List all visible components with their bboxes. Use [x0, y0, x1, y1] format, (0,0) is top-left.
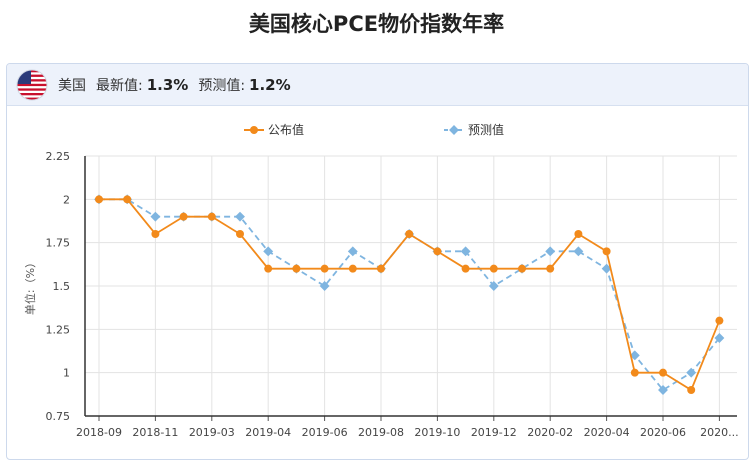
published-series-line	[99, 198, 721, 392]
published-point	[151, 230, 160, 238]
x-tick-label: 2020-02	[527, 426, 573, 439]
forecast-point	[545, 246, 556, 257]
published-point	[179, 212, 188, 221]
published-point	[348, 264, 357, 273]
forecast-point	[658, 385, 668, 395]
published-point	[687, 386, 696, 394]
x-tick-label: 2019-10	[414, 426, 460, 439]
x-tick-label: 2020-04	[584, 426, 630, 439]
country-label: 美国	[58, 77, 86, 94]
x-tick-label: 2019-04	[245, 426, 291, 439]
published-point	[95, 195, 103, 204]
x-tick-label: 2019-03	[189, 426, 235, 439]
legend-published-marker	[250, 126, 258, 134]
latest-label: 最新值:	[96, 77, 143, 94]
published-point	[320, 264, 329, 273]
published-point	[433, 247, 442, 256]
forecast-point	[319, 281, 330, 291]
published-point	[292, 264, 301, 273]
forecast-point	[263, 246, 274, 257]
forecast-point	[488, 281, 499, 291]
legend-forecast-marker	[449, 125, 459, 135]
x-tick-label: 2019-08	[358, 426, 404, 439]
published-point	[574, 230, 583, 238]
published-point	[264, 264, 273, 273]
published-point	[207, 212, 216, 221]
forecast-label: 预测值:	[198, 77, 246, 94]
forecast-point	[460, 246, 471, 257]
published-point	[377, 264, 385, 273]
x-tick-label: 2020-06	[640, 426, 686, 439]
x-tick-label: 2018-11	[132, 426, 178, 439]
y-axis-label: 单位:（%）	[23, 257, 37, 315]
published-point	[715, 316, 724, 325]
published-point	[546, 264, 555, 273]
published-point	[236, 230, 244, 238]
y-tick-label: 1.25	[46, 323, 71, 336]
published-point	[489, 264, 498, 273]
forecast-point	[150, 211, 161, 222]
legend-forecast-label: 预测值	[468, 122, 504, 137]
forecast-point	[235, 211, 245, 222]
card-header: 美国 最新值: 1.3% 预测值: 1.2%	[7, 64, 748, 106]
legend-item-forecast[interactable]: 预测值	[444, 122, 504, 137]
x-tick-label: 2020...	[700, 426, 738, 439]
y-tick-label: 2	[63, 193, 70, 206]
x-tick-label: 2019-06	[302, 426, 348, 439]
axes-layer: 2.25 2 1.75 1.5 1.25 1 0.75 2018-09 2018-11 2019-…	[46, 150, 739, 439]
legend: 公布值 预测值	[244, 122, 504, 137]
x-tick-label: 2018-09	[76, 426, 122, 439]
y-tick-label: 1	[63, 367, 70, 380]
grid-layer	[85, 155, 737, 417]
y-tick-label: 0.75	[46, 410, 71, 423]
us-flag-icon	[16, 69, 48, 100]
chart-card: 美国 最新值: 1.3% 预测值: 1.2%	[6, 63, 749, 460]
forecast-point	[714, 333, 725, 343]
published-point	[602, 247, 611, 256]
forecast-point	[601, 263, 612, 274]
y-tick-label: 1.75	[46, 237, 71, 250]
forecast-value: 1.2%	[249, 75, 291, 94]
published-point	[659, 368, 667, 377]
published-point	[461, 264, 470, 273]
published-point	[630, 368, 639, 377]
published-point	[518, 264, 526, 273]
page-title: 美国核心PCE物价指数年率	[248, 12, 505, 36]
forecast-point	[629, 350, 640, 361]
legend-published-label: 公布值	[268, 122, 304, 137]
published-point	[123, 195, 132, 204]
legend-item-published[interactable]: 公布值	[244, 122, 304, 137]
y-tick-label: 2.25	[46, 150, 71, 163]
series-layer	[94, 194, 725, 395]
y-tick-label: 1.5	[53, 280, 71, 293]
forecast-point	[686, 367, 697, 378]
forecast-point	[347, 246, 358, 257]
x-tick-label: 2019-12	[471, 426, 517, 439]
published-point	[405, 230, 414, 238]
latest-value: 1.3%	[146, 75, 189, 94]
forecast-point	[573, 246, 584, 257]
forecast-series-line	[99, 198, 721, 392]
